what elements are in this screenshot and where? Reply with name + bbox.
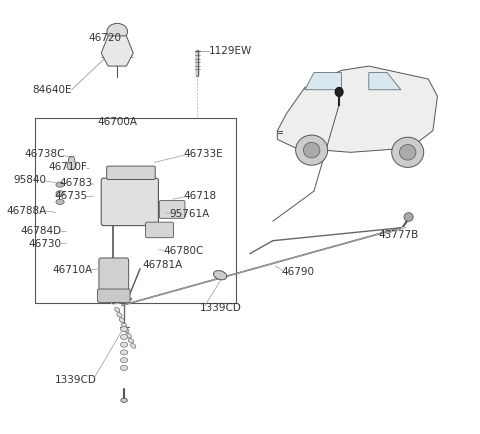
FancyBboxPatch shape [159,201,185,218]
Text: 46784D: 46784D [20,226,61,236]
Ellipse shape [120,326,128,332]
Text: 46790: 46790 [282,267,315,277]
Text: 46735: 46735 [54,191,87,201]
Ellipse shape [121,323,127,328]
Ellipse shape [119,318,124,322]
Ellipse shape [56,182,64,187]
Bar [35,118,236,303]
Ellipse shape [117,312,122,317]
Text: 46730: 46730 [28,239,61,249]
Polygon shape [277,66,437,152]
Ellipse shape [120,350,128,355]
FancyBboxPatch shape [99,258,129,290]
Ellipse shape [115,307,120,312]
FancyBboxPatch shape [145,222,173,238]
Text: 46710F: 46710F [48,162,87,172]
Ellipse shape [56,191,64,196]
Ellipse shape [107,23,128,40]
Text: 46780C: 46780C [163,246,204,256]
Ellipse shape [120,334,128,339]
Polygon shape [67,157,76,170]
Ellipse shape [120,358,128,363]
Polygon shape [369,72,401,90]
Ellipse shape [335,87,343,97]
Ellipse shape [128,339,133,343]
Text: 43777B: 43777B [378,230,418,240]
Text: 46781A: 46781A [143,260,183,270]
Text: 46738C: 46738C [24,149,65,159]
Text: 46783: 46783 [59,178,92,188]
Ellipse shape [120,365,128,371]
Ellipse shape [131,344,136,348]
Ellipse shape [126,333,132,338]
Ellipse shape [124,328,129,333]
Text: 46700A: 46700A [97,117,137,127]
Text: 95840: 95840 [13,175,47,185]
Text: 46718: 46718 [183,191,216,201]
Ellipse shape [214,270,227,280]
Text: 84640E: 84640E [32,85,72,95]
Text: 46710A: 46710A [52,265,92,275]
Polygon shape [101,36,133,66]
FancyBboxPatch shape [107,166,155,180]
Text: 46788A: 46788A [6,206,47,216]
Text: 1339CD: 1339CD [55,375,96,385]
FancyBboxPatch shape [101,178,158,226]
Circle shape [303,142,320,158]
Text: 1129EW: 1129EW [209,46,252,56]
Ellipse shape [121,398,127,402]
Text: 95761A: 95761A [170,209,210,219]
Text: 46733E: 46733E [183,149,223,159]
Circle shape [296,135,328,165]
Ellipse shape [120,342,128,347]
Circle shape [399,145,416,160]
Text: 46720: 46720 [89,33,122,43]
Circle shape [404,213,413,221]
Circle shape [392,137,424,168]
Ellipse shape [56,199,64,204]
FancyBboxPatch shape [97,289,130,302]
Polygon shape [305,72,341,90]
Text: 1339CD: 1339CD [200,303,241,313]
